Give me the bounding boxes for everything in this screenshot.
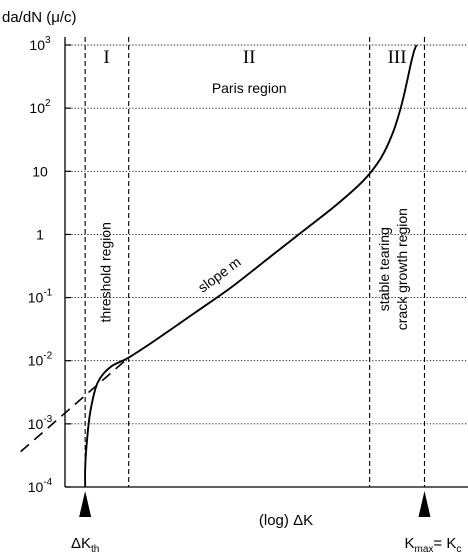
paris-region-label: Paris region [212, 80, 287, 96]
crack-growth-region-label: crack growth region [394, 208, 410, 330]
region-I-numeral: I [103, 47, 109, 68]
paris-law-extrapolation-line [20, 356, 130, 453]
slope-label: slope m [195, 253, 244, 295]
y-tick-marks [65, 44, 71, 488]
critical-marker-label: Kmax= Kc [404, 535, 461, 553]
threshold-region-label: threshold region [98, 222, 114, 322]
y-tick-label: 10-1 [28, 288, 53, 306]
stable-tearing-label: stable tearing [376, 227, 392, 311]
y-tick-label: 10-2 [28, 351, 53, 369]
threshold-marker-label: ΔKth [71, 535, 99, 553]
region-III-numeral: III [388, 47, 407, 68]
threshold-arrow-icon [79, 491, 92, 517]
region-II-numeral: II [243, 47, 256, 68]
y-tick-label: 10-4 [28, 477, 53, 495]
y-tick-label: 103 [29, 35, 51, 53]
y-tick-labels: 10-4 10-3 10-2 10-1 1 10 102 103 [28, 35, 53, 495]
y-tick-label: 10-3 [28, 414, 53, 432]
x-axis-title: (log) ΔK [259, 512, 313, 529]
y-tick-label: 102 [29, 98, 51, 116]
crack-growth-curve [84, 44, 418, 488]
region-boundaries [84, 37, 426, 487]
y-axis-title: da/dN (μ/c) [2, 9, 77, 26]
y-tick-label: 1 [36, 226, 44, 242]
y-tick-label: 10 [32, 163, 48, 179]
critical-arrow-icon [418, 491, 431, 517]
